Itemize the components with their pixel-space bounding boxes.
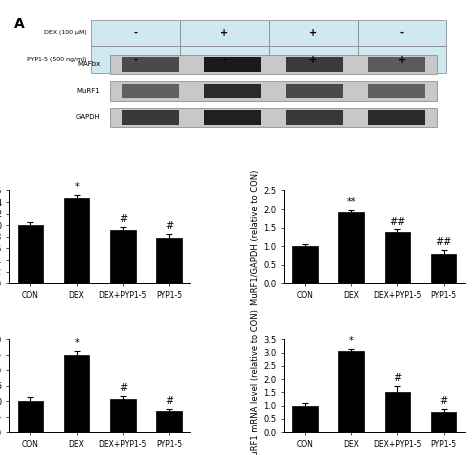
FancyBboxPatch shape: [368, 57, 425, 71]
Bar: [431, 253, 456, 283]
FancyBboxPatch shape: [204, 84, 261, 98]
Bar: [338, 351, 364, 432]
FancyBboxPatch shape: [269, 46, 357, 73]
Text: #: #: [439, 396, 447, 406]
FancyBboxPatch shape: [269, 20, 357, 46]
FancyBboxPatch shape: [357, 46, 447, 73]
FancyBboxPatch shape: [109, 81, 437, 101]
FancyBboxPatch shape: [91, 20, 180, 46]
Text: -: -: [222, 55, 227, 65]
Bar: [292, 406, 318, 432]
FancyBboxPatch shape: [286, 110, 343, 125]
Text: #: #: [119, 214, 127, 224]
FancyBboxPatch shape: [122, 84, 179, 98]
Text: DEX (100 μM): DEX (100 μM): [44, 30, 87, 35]
Text: +: +: [398, 55, 406, 65]
FancyBboxPatch shape: [286, 57, 343, 71]
Bar: [338, 212, 364, 283]
FancyBboxPatch shape: [368, 110, 425, 125]
Y-axis label: MuRF1/GAPDH (relative to CON): MuRF1/GAPDH (relative to CON): [251, 169, 260, 304]
FancyBboxPatch shape: [91, 46, 180, 73]
FancyBboxPatch shape: [122, 110, 179, 125]
Text: +: +: [309, 28, 317, 38]
FancyBboxPatch shape: [180, 46, 269, 73]
Text: +: +: [309, 55, 317, 65]
Text: ##: ##: [436, 238, 452, 248]
Text: *: *: [74, 182, 79, 192]
Bar: [384, 233, 410, 283]
Bar: [18, 401, 43, 432]
Text: ##: ##: [389, 217, 405, 227]
FancyBboxPatch shape: [122, 57, 179, 71]
Bar: [64, 198, 90, 283]
Bar: [384, 393, 410, 432]
Text: MuRF1: MuRF1: [77, 88, 100, 94]
FancyBboxPatch shape: [109, 55, 437, 74]
Bar: [292, 246, 318, 283]
FancyBboxPatch shape: [368, 84, 425, 98]
Text: #: #: [393, 373, 401, 383]
FancyBboxPatch shape: [109, 108, 437, 127]
Bar: [431, 412, 456, 432]
Bar: [110, 231, 136, 283]
Text: GAPDH: GAPDH: [76, 114, 100, 121]
Text: #: #: [119, 383, 127, 393]
Bar: [156, 238, 182, 283]
Bar: [156, 411, 182, 432]
FancyBboxPatch shape: [180, 20, 269, 46]
Text: **: **: [346, 197, 356, 207]
Text: #: #: [165, 396, 173, 406]
Bar: [18, 225, 43, 283]
FancyBboxPatch shape: [204, 57, 261, 71]
FancyBboxPatch shape: [357, 20, 447, 46]
Bar: [64, 355, 90, 432]
Text: PYP1-5 (500 ng/ml): PYP1-5 (500 ng/ml): [27, 57, 87, 62]
Text: +: +: [220, 28, 228, 38]
Text: -: -: [400, 28, 404, 38]
FancyBboxPatch shape: [286, 84, 343, 98]
Y-axis label: MuRF1 mRNA level (relative to CON): MuRF1 mRNA level (relative to CON): [251, 309, 260, 455]
FancyBboxPatch shape: [204, 110, 261, 125]
Text: *: *: [349, 336, 354, 346]
Text: -: -: [134, 28, 138, 38]
Bar: [110, 399, 136, 432]
Text: MAFbx: MAFbx: [77, 61, 100, 67]
Text: #: #: [165, 221, 173, 231]
Text: -: -: [134, 55, 138, 65]
Text: A: A: [14, 17, 25, 31]
Text: *: *: [74, 339, 79, 349]
